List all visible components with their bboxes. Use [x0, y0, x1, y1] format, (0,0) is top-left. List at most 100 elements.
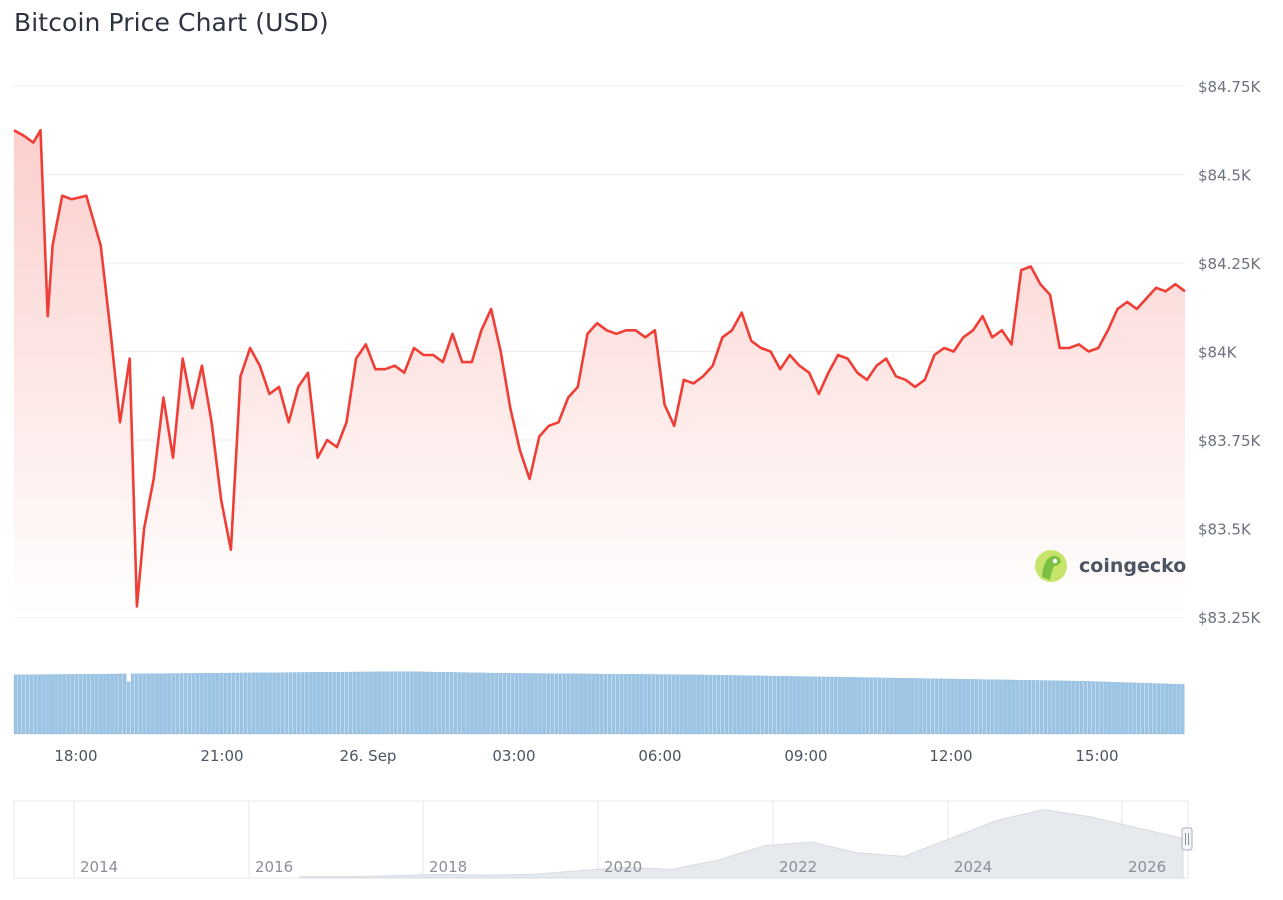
volume-bar — [623, 674, 628, 735]
volume-bar — [1176, 684, 1181, 735]
range-navigator[interactable]: 2014 2016 2018 2020 2022 2024 2026 — [13, 800, 1193, 879]
volume-bar — [841, 677, 846, 735]
volume-bar — [793, 676, 797, 735]
volume-bar — [934, 678, 939, 735]
volume-bar — [453, 672, 458, 735]
volume-bar — [248, 672, 252, 735]
volume-bar — [292, 672, 297, 735]
volume-bar — [805, 676, 809, 735]
volume-bar — [1063, 680, 1068, 735]
volume-bar — [712, 674, 717, 735]
volume-bar — [506, 673, 511, 735]
volume-bar — [1047, 680, 1052, 735]
navigator-handle[interactable] — [1181, 827, 1193, 851]
volume-bar — [825, 676, 830, 735]
volume-bar — [74, 674, 79, 735]
x-tick-label: 26. Sep — [340, 747, 397, 765]
volume-bar — [397, 671, 402, 735]
volume-bar — [615, 674, 620, 735]
volume-bar — [98, 673, 103, 735]
volume-bar — [724, 675, 729, 735]
volume-bar — [498, 673, 503, 735]
volume-bar — [785, 676, 789, 735]
x-tick-label: 12:00 — [929, 747, 972, 765]
volume-bar — [328, 672, 333, 735]
volume-bar — [344, 671, 349, 735]
volume-bar — [526, 673, 531, 735]
volume-bar — [995, 679, 999, 735]
volume-bar — [34, 674, 38, 735]
volume-bar — [1156, 683, 1161, 735]
volume-bar — [486, 672, 490, 735]
volume-bar — [688, 674, 692, 735]
volume-bar — [280, 672, 284, 735]
volume-bar — [332, 672, 337, 735]
volume-bar — [667, 674, 672, 735]
y-tick-label: $83.75K — [1198, 432, 1261, 450]
volume-bar — [425, 671, 430, 735]
volume-bar — [409, 671, 414, 735]
volume-bar — [421, 671, 426, 735]
volume-bar — [748, 675, 753, 735]
volume-bar — [231, 672, 236, 735]
volume-bar — [70, 674, 74, 735]
volume-bar — [655, 674, 660, 735]
volume-bar — [357, 671, 361, 735]
volume-bar — [235, 672, 240, 735]
volume-bar — [155, 673, 159, 735]
volume-bar — [764, 675, 769, 735]
volume-bar — [603, 673, 607, 735]
volume-bar — [962, 679, 967, 735]
volume-bar — [736, 675, 741, 735]
volume-bar — [1116, 682, 1120, 735]
volume-bar — [122, 673, 127, 735]
volume-bar — [175, 673, 179, 735]
volume-bar — [90, 674, 95, 735]
volume-bar — [25, 674, 30, 735]
volume-bar — [1023, 680, 1027, 735]
volume-bar — [877, 677, 882, 735]
y-tick-label: $84K — [1198, 344, 1238, 362]
volume-bar — [187, 673, 192, 735]
volume-bar — [1067, 680, 1072, 735]
volume-bar — [1164, 683, 1169, 735]
price-line[interactable] — [13, 129, 1186, 608]
volume-bar — [340, 671, 345, 735]
volume-bar — [66, 674, 70, 735]
volume-bar — [494, 672, 498, 735]
volume-bar — [211, 673, 216, 735]
volume-bar — [1140, 682, 1145, 735]
volume-bar — [389, 671, 393, 735]
volume-bar — [288, 672, 293, 735]
volume-bar — [845, 677, 850, 735]
volume-bar — [801, 676, 805, 735]
volume-bar — [978, 679, 983, 735]
volume-bar — [720, 675, 725, 735]
volume-bar — [869, 677, 874, 735]
volume-bar — [942, 678, 947, 735]
volume-bar — [930, 678, 935, 735]
volume-bar — [522, 673, 527, 735]
volume-bar — [429, 671, 434, 735]
volume-bar — [865, 677, 870, 735]
volume-bar — [353, 671, 357, 735]
volume-bar — [151, 673, 155, 735]
volume-bar — [1172, 683, 1177, 735]
volume-bar — [898, 678, 902, 735]
volume-bar — [1091, 681, 1096, 735]
volume-bar — [82, 674, 87, 735]
volume-bar — [639, 674, 644, 735]
volume-bar — [94, 673, 99, 735]
volume-bar — [530, 673, 535, 735]
volume-bar — [365, 671, 369, 735]
volume-bar — [199, 673, 204, 735]
x-axis: 18:00 21:00 26. Sep 03:00 06:00 09:00 12:00 15:… — [54, 747, 1118, 765]
volume-bar — [1031, 680, 1036, 735]
volume-bar — [1144, 683, 1149, 735]
volume-bar — [1132, 682, 1136, 735]
volume-bar — [627, 674, 632, 735]
volume-bar — [437, 672, 442, 735]
navigator-tick-label: 2020 — [604, 858, 642, 876]
volume-bar — [631, 674, 636, 735]
